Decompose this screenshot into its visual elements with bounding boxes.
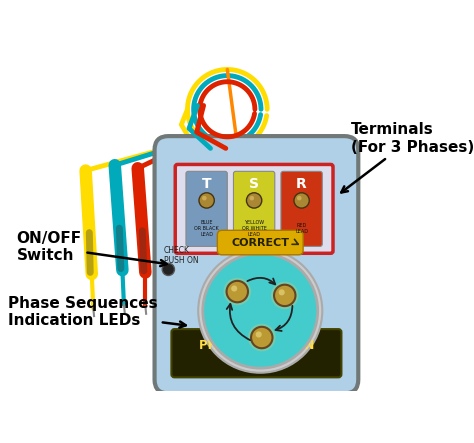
Text: PUSH ON: PUSH ON <box>164 256 199 264</box>
Text: YELLOW
OR WHITE
LEAD: YELLOW OR WHITE LEAD <box>242 221 266 237</box>
Text: ON/OFF
Switch: ON/OFF Switch <box>17 231 167 266</box>
Circle shape <box>251 327 273 348</box>
Circle shape <box>248 324 275 351</box>
Text: CHECK: CHECK <box>164 246 190 256</box>
Circle shape <box>198 249 322 373</box>
FancyBboxPatch shape <box>186 171 228 246</box>
Text: S: S <box>249 177 259 191</box>
FancyBboxPatch shape <box>233 171 275 246</box>
Text: PHASE ROTATION
TESTER: PHASE ROTATION TESTER <box>199 339 314 367</box>
Circle shape <box>203 253 318 368</box>
Circle shape <box>249 196 254 200</box>
Text: R: R <box>296 177 307 191</box>
Circle shape <box>162 263 174 276</box>
Circle shape <box>294 193 309 208</box>
Circle shape <box>279 289 285 295</box>
Circle shape <box>297 196 301 200</box>
Circle shape <box>271 282 299 309</box>
FancyBboxPatch shape <box>172 329 341 377</box>
Circle shape <box>246 193 262 208</box>
FancyBboxPatch shape <box>281 171 322 246</box>
Text: BLUE
OR BLACK
LEAD: BLUE OR BLACK LEAD <box>194 221 219 237</box>
Circle shape <box>255 331 262 338</box>
FancyBboxPatch shape <box>175 164 333 253</box>
Circle shape <box>202 196 207 200</box>
FancyBboxPatch shape <box>218 230 303 255</box>
Circle shape <box>223 278 251 305</box>
Text: Phase Sequences
Indication LEDs: Phase Sequences Indication LEDs <box>8 296 186 328</box>
Circle shape <box>231 285 237 291</box>
FancyBboxPatch shape <box>155 136 358 393</box>
Circle shape <box>199 193 214 208</box>
Circle shape <box>274 285 295 306</box>
Text: T: T <box>202 177 211 191</box>
Text: Terminals
(For 3 Phases): Terminals (For 3 Phases) <box>341 122 474 192</box>
Circle shape <box>227 281 248 302</box>
Text: RED
LEAD: RED LEAD <box>295 223 308 234</box>
Text: CORRECT: CORRECT <box>231 237 289 248</box>
